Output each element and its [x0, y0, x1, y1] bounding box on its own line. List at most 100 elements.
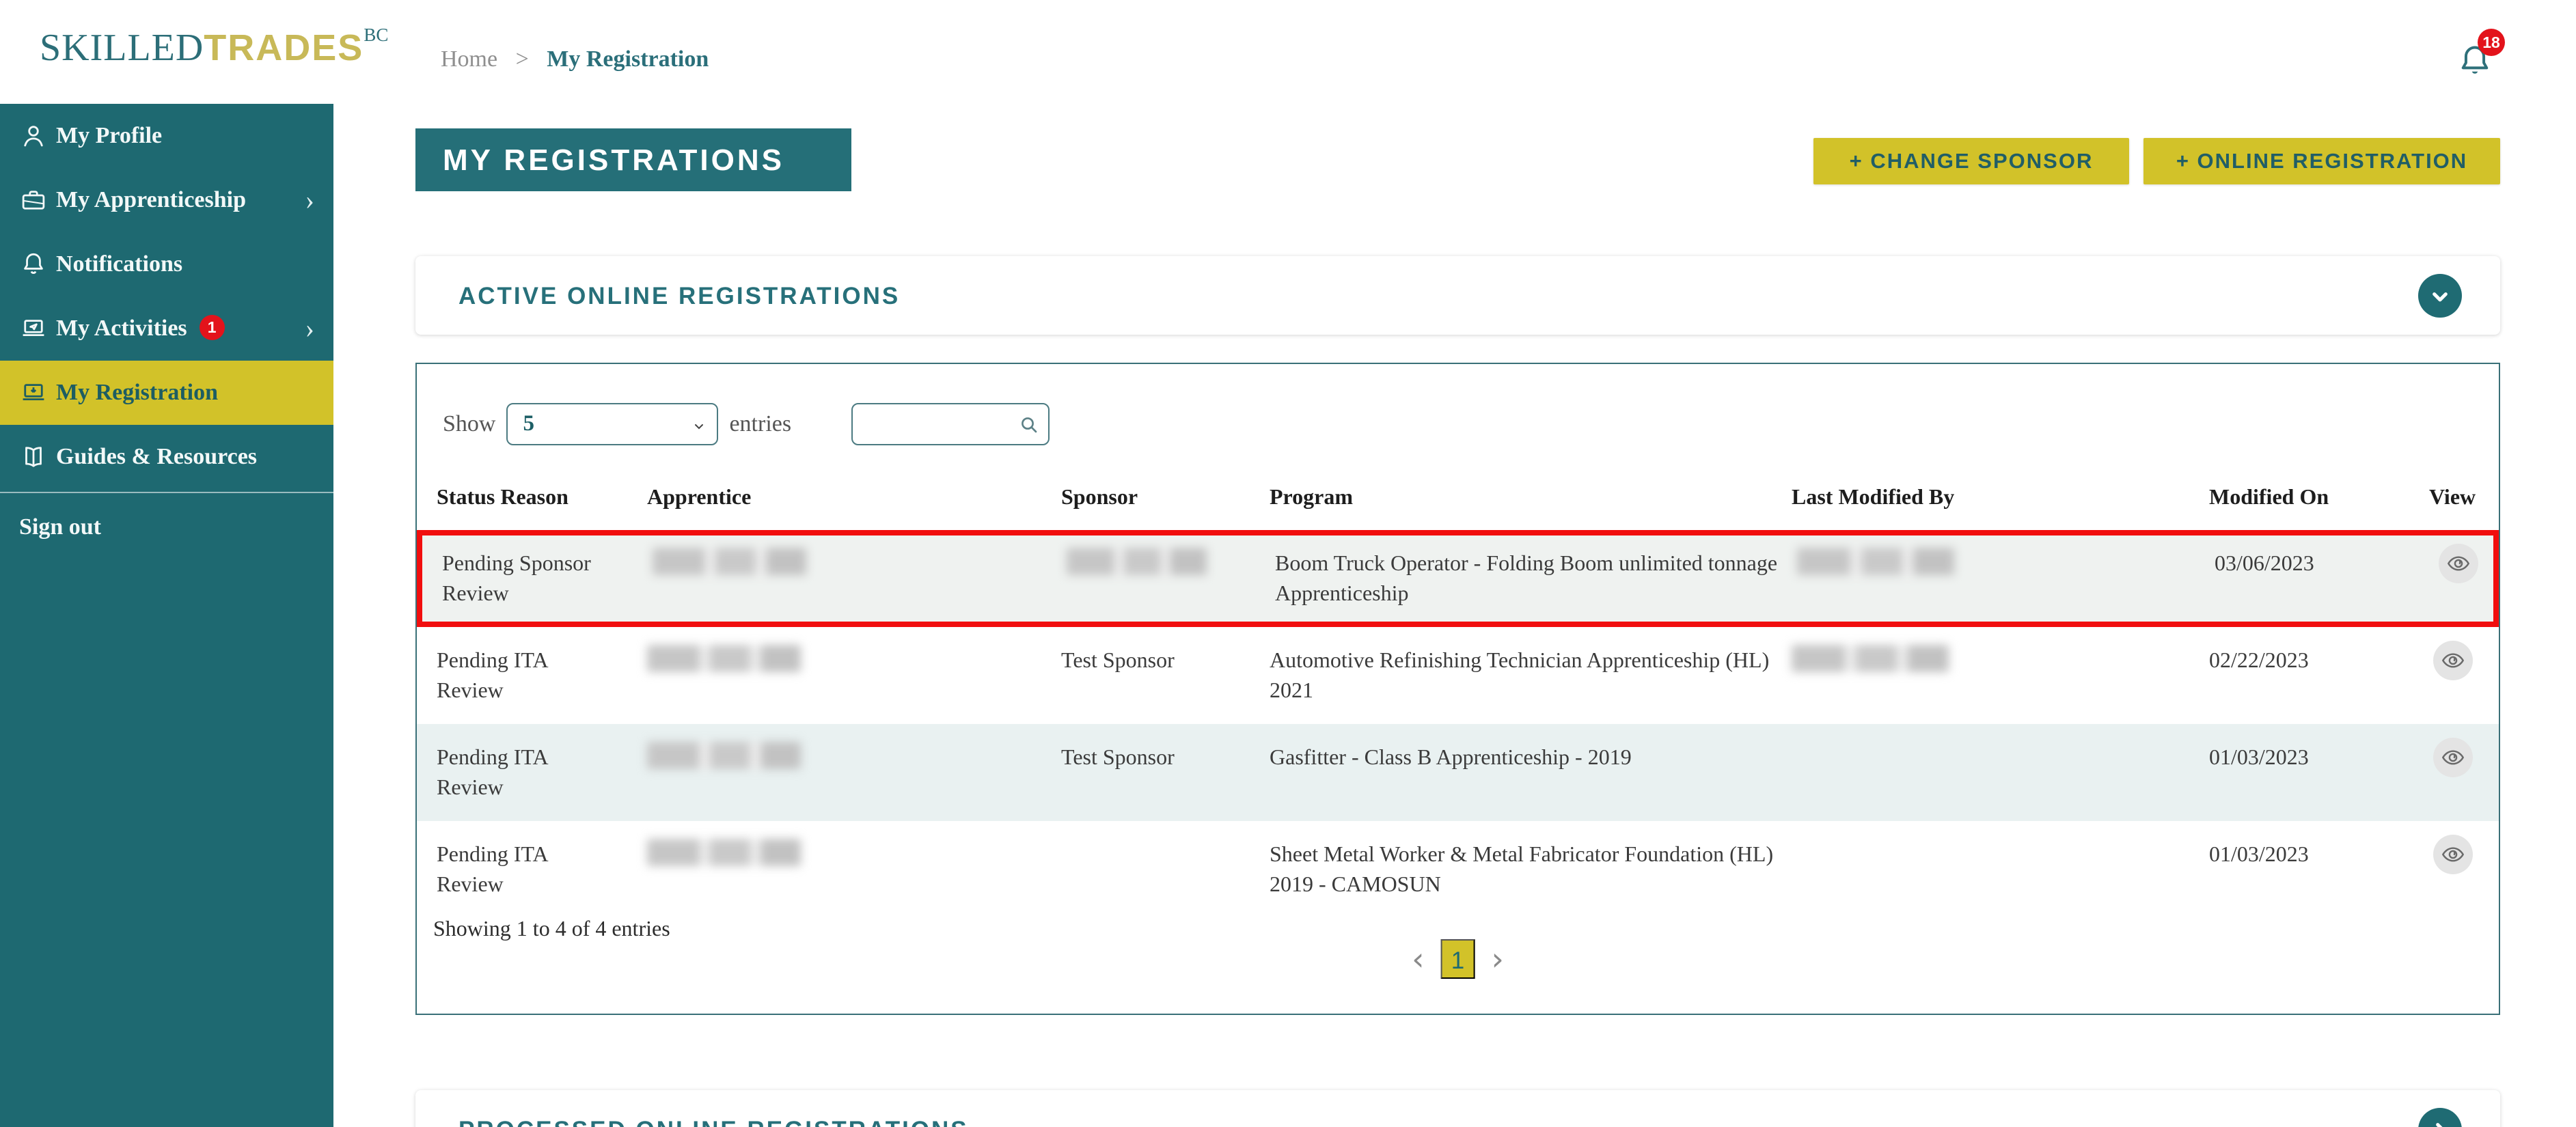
redacted-text	[647, 839, 801, 866]
table-summary: Showing 1 to 4 of 4 entries	[433, 916, 670, 941]
sidebar: My Profile My Apprenticeship › Notificat…	[0, 104, 333, 1127]
view-button[interactable]	[2433, 738, 2473, 777]
pagination-prev-button[interactable]: ‹	[1409, 939, 1427, 979]
brand-logo-bc: BC	[364, 25, 389, 45]
cell-view	[2435, 535, 2493, 622]
cell-program: Boom Truck Operator - Folding Boom unlim…	[1275, 551, 1778, 605]
table-row[interactable]: Pending Sponsor Review Boom Truck Operat…	[417, 530, 2499, 627]
cell-sponsor: Test Sponsor	[1061, 745, 1175, 769]
table-search	[851, 403, 1050, 445]
online-registration-button[interactable]: + ONLINE REGISTRATION	[2143, 138, 2500, 184]
redacted-text	[647, 645, 801, 672]
table-row[interactable]: Pending ITA Review Test Sponsor Automoti…	[417, 627, 2499, 724]
eye-icon	[2441, 750, 2465, 765]
sidebar-item-my-activities[interactable]: My Activities 1 ›	[0, 296, 333, 361]
cell-sponsor	[1061, 821, 1270, 918]
cell-status-reason: Pending ITA Review	[437, 648, 547, 702]
chevron-right-icon: ›	[305, 184, 314, 215]
cell-program: Automotive Refinishing Technician Appren…	[1270, 648, 1770, 702]
breadcrumb: Home > My Registration	[441, 46, 709, 72]
cell-sponsor: Test Sponsor	[1061, 648, 1175, 672]
sidebar-item-label: My Registration	[56, 380, 219, 405]
table-controls: Show 5 entries	[443, 402, 1050, 446]
search-icon[interactable]	[1018, 414, 1040, 436]
registrations-table-card: Show 5 entries Status Reason Apprentice …	[415, 363, 2500, 1015]
brand-logo-trades: TRADES	[204, 27, 364, 68]
view-button[interactable]	[2433, 835, 2473, 874]
cell-apprentice	[647, 627, 1061, 724]
cell-status-reason: Pending ITA Review	[437, 841, 547, 896]
notifications-bell-button[interactable]: 18	[2456, 29, 2531, 94]
chevron-right-icon: ›	[305, 313, 314, 344]
sidebar-item-my-profile[interactable]: My Profile	[0, 104, 333, 168]
sidebar-item-label: My Profile	[56, 123, 163, 148]
cell-last-modified-by	[1797, 535, 2215, 622]
sidebar-item-guides-resources[interactable]: Guides & Resources	[0, 425, 333, 489]
processed-registrations-panel: PROCESSED ONLINE REGISTRATIONS	[415, 1090, 2500, 1127]
cell-modified-on: 03/06/2023	[2215, 551, 2314, 575]
cell-status-reason: Pending Sponsor Review	[442, 551, 591, 605]
cell-program: Sheet Metal Worker & Metal Fabricator Fo…	[1270, 841, 1774, 896]
brand-logo[interactable]: SKILLEDTRADESBC	[40, 25, 388, 70]
cell-view	[2429, 627, 2499, 724]
chevron-right-icon	[2436, 1122, 2443, 1127]
table-body: Pending Sponsor Review Boom Truck Operat…	[417, 530, 2499, 918]
cell-last-modified-by	[1792, 724, 2209, 821]
breadcrumb-home[interactable]: Home	[441, 46, 498, 72]
sign-out-button[interactable]: Sign out	[0, 496, 333, 559]
page-title: MY REGISTRATIONS	[415, 128, 851, 191]
sidebar-item-label: Notifications	[56, 251, 183, 277]
search-input[interactable]	[862, 407, 1011, 441]
chevron-down-icon	[695, 424, 704, 430]
cell-modified-on: 01/03/2023	[2209, 745, 2309, 769]
page-size-value: 5	[523, 411, 534, 436]
eye-icon	[2447, 556, 2470, 571]
notification-count-badge: 18	[2478, 29, 2505, 56]
breadcrumb-current[interactable]: My Registration	[547, 46, 709, 72]
cell-program: Gasfitter - Class B Apprenticeship - 201…	[1270, 745, 1632, 769]
change-sponsor-button[interactable]: + CHANGE SPONSOR	[1813, 138, 2129, 184]
active-registrations-title: ACTIVE ONLINE REGISTRATIONS	[458, 283, 901, 309]
person-icon	[19, 122, 48, 150]
cell-apprentice	[647, 821, 1061, 918]
view-button[interactable]	[2439, 544, 2478, 583]
table-row[interactable]: Pending ITA Review Sheet Metal Worker & …	[417, 821, 2499, 918]
column-header-program: Program	[1270, 484, 1354, 509]
cell-apprentice	[653, 535, 1067, 622]
page-size-select[interactable]: 5	[506, 403, 719, 445]
redacted-text	[1067, 548, 1207, 575]
sidebar-item-label: My Apprenticeship	[56, 187, 247, 212]
activities-count-badge: 1	[199, 314, 225, 340]
active-registrations-panel: ACTIVE ONLINE REGISTRATIONS	[415, 256, 2500, 335]
table-row[interactable]: Pending ITA Review Test Sponsor Gasfitte…	[417, 724, 2499, 821]
top-bar: SKILLEDTRADESBC Home > My Registration 1…	[0, 0, 2576, 104]
pagination-next-button[interactable]: ›	[1489, 939, 1507, 979]
redacted-text	[653, 548, 806, 575]
pagination-page-1[interactable]: 1	[1440, 939, 1475, 979]
column-header-modified-on: Modified On	[2209, 484, 2329, 509]
sign-out-label: Sign out	[19, 514, 101, 540]
cell-modified-on: 01/03/2023	[2209, 841, 2309, 866]
cell-modified-on: 02/22/2023	[2209, 648, 2309, 672]
cell-last-modified-by	[1792, 821, 2209, 918]
column-header-status-reason: Status Reason	[437, 484, 568, 509]
brand-logo-skilled: SKILLED	[40, 27, 204, 69]
eye-icon	[2441, 847, 2465, 862]
redacted-text	[647, 742, 801, 769]
column-header-apprentice: Apprentice	[647, 484, 752, 509]
briefcase-icon	[19, 186, 48, 214]
sidebar-item-my-registration[interactable]: My Registration	[0, 361, 333, 425]
registration-icon	[19, 378, 48, 407]
sidebar-item-my-apprenticeship[interactable]: My Apprenticeship ›	[0, 168, 333, 232]
cell-last-modified-by	[1792, 627, 2209, 724]
bell-icon	[19, 250, 48, 279]
column-header-sponsor: Sponsor	[1061, 484, 1138, 509]
sidebar-item-notifications[interactable]: Notifications	[0, 232, 333, 296]
cell-apprentice	[647, 724, 1061, 821]
redacted-text	[1797, 548, 1954, 575]
chevron-down-icon	[2433, 292, 2448, 301]
cell-view	[2429, 821, 2499, 918]
collapse-active-panel-button[interactable]	[2418, 274, 2462, 318]
sidebar-divider	[0, 492, 333, 493]
view-button[interactable]	[2433, 641, 2473, 680]
